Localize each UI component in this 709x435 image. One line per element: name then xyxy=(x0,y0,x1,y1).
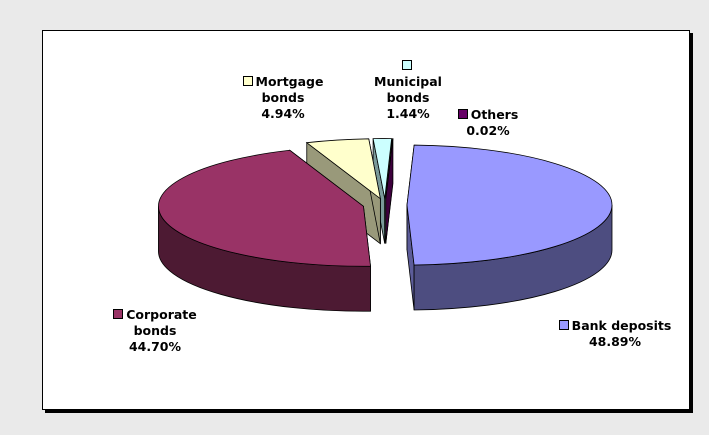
pie-slice xyxy=(158,149,371,312)
slice-value: 4.94% xyxy=(261,106,305,121)
pie-top xyxy=(372,138,393,199)
slice-name: Others xyxy=(470,107,519,122)
pie-top xyxy=(158,149,371,267)
slice-name: Corporate bonds xyxy=(126,307,197,338)
legend-swatch xyxy=(457,109,468,119)
data-label: Bank deposits 48.89% xyxy=(555,318,675,350)
legend-swatch xyxy=(242,76,253,86)
slice-value: 0.02% xyxy=(466,123,510,138)
pie-top xyxy=(305,138,381,200)
data-label: Mortgage bonds 4.94% xyxy=(240,74,326,122)
pie-slice xyxy=(385,138,394,244)
slice-name: Mortgage bonds xyxy=(255,74,324,105)
pie-slice xyxy=(406,144,613,311)
pie-top xyxy=(406,144,613,266)
data-label: Municipal bonds 1.44% xyxy=(368,58,448,122)
pie-top xyxy=(385,138,394,199)
data-label: Corporate bonds 44.70% xyxy=(110,307,200,355)
legend-swatch xyxy=(401,60,412,70)
slice-name: Bank deposits xyxy=(571,318,672,333)
legend-swatch xyxy=(113,309,124,319)
slice-value: 44.70% xyxy=(128,339,182,354)
legend-swatch xyxy=(558,320,569,330)
slice-value: 48.89% xyxy=(588,334,642,349)
slice-value: 1.44% xyxy=(386,106,430,121)
slice-name: Municipal bonds xyxy=(374,74,442,105)
data-label: Others 0.02% xyxy=(448,107,528,139)
